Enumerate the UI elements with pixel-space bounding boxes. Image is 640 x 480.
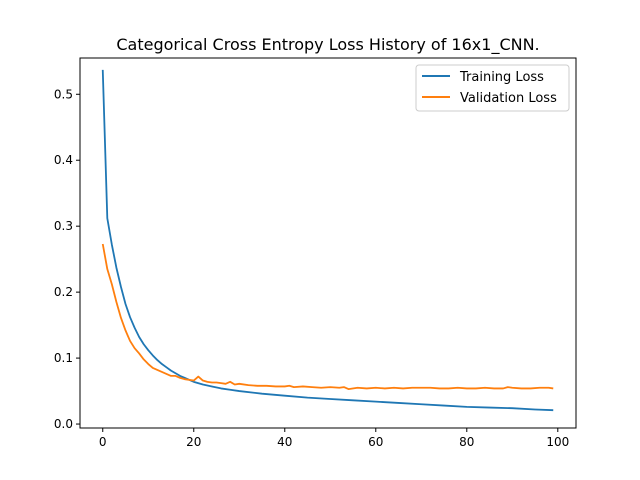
x-tick-label: 100 [546, 435, 569, 449]
chart-title: Categorical Cross Entropy Loss History o… [116, 35, 539, 55]
x-tick-label: 80 [459, 435, 474, 449]
y-tick-label: 0.2 [54, 285, 73, 299]
legend-label-training-loss: Training Loss [459, 70, 544, 85]
x-tick-label: 20 [186, 435, 201, 449]
series-line-validation-loss [101, 243, 554, 390]
y-tick-label: 0.0 [54, 417, 73, 431]
y-tick-label: 0.1 [54, 351, 73, 365]
legend-frame [415, 64, 570, 112]
plot-area: 0 20 40 60 80 100 0.0 0.1 0.2 0.3 0.4 0.5 [54, 69, 569, 449]
legend-label-validation-loss: Validation Loss [460, 91, 557, 106]
x-tick-label: 60 [368, 435, 383, 449]
axes-frame [79, 57, 577, 429]
y-tick-label: 0.4 [54, 153, 73, 167]
y-tick-label: 0.3 [54, 219, 73, 233]
x-tick-label: 0 [99, 435, 107, 449]
y-tick-label: 0.5 [54, 87, 73, 101]
x-tick-label: 40 [277, 435, 292, 449]
legend: Training Loss Validation Loss [415, 64, 570, 112]
